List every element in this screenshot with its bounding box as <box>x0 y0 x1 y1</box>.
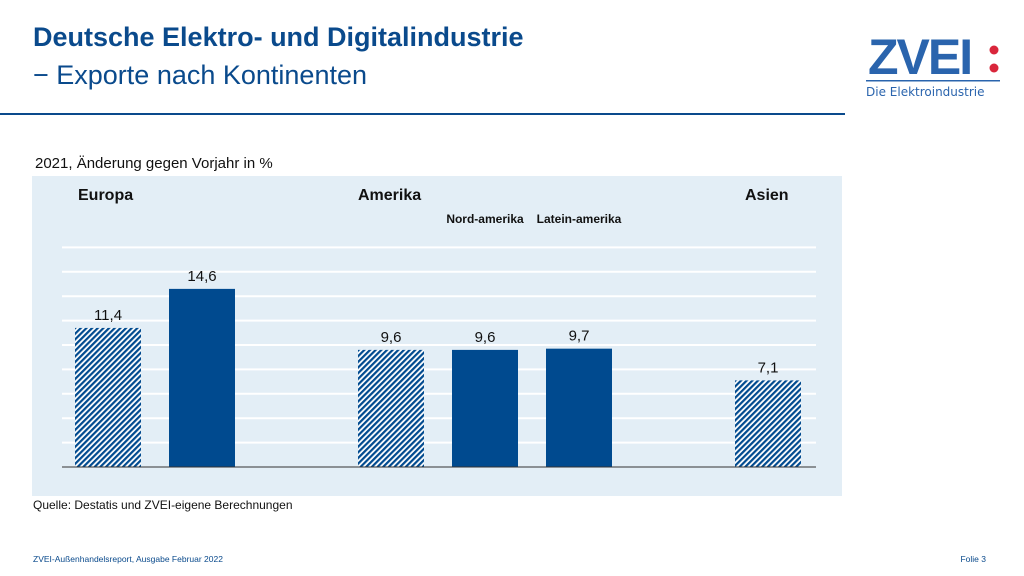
zvei-logo: ZVEI Die Elektroindustrie <box>866 29 1006 105</box>
data-label: 11,4 <box>94 307 122 324</box>
bar-asien <box>735 380 801 467</box>
svg-text:Die Elektroindustrie: Die Elektroindustrie <box>866 85 985 99</box>
plot-background <box>32 176 842 496</box>
category-label: Eurozone <box>175 0 230 3</box>
data-label: 7,1 <box>758 359 779 376</box>
svg-text:ZVEI: ZVEI <box>868 30 971 85</box>
group-label-asien: Asien <box>745 187 789 204</box>
page-title: Deutsche Elektro- und Digitalindustrie <box>33 22 524 52</box>
bar-latein-amerika <box>546 348 612 467</box>
data-label: 9,6 <box>475 329 496 346</box>
data-label: 9,6 <box>381 329 402 346</box>
group-label-europa: Europa <box>78 187 133 204</box>
footer-text: ZVEI-Außenhandelsreport, Ausgabe Februar… <box>33 554 223 564</box>
bar-europa <box>75 327 141 467</box>
slide-number: Folie 3 <box>960 554 986 564</box>
data-label: 9,7 <box>569 328 590 345</box>
bar-amerika <box>358 349 424 467</box>
category-label: Nord-amerika <box>446 212 524 226</box>
group-label-amerika: Amerika <box>358 187 421 204</box>
data-label: 14,6 <box>187 268 216 285</box>
chart-title: 2021, Änderung gegen Vorjahr in % <box>35 155 273 172</box>
category-label: Latein-amerika <box>537 212 622 226</box>
source-note: Quelle: Destatis und ZVEI-eigene Berechn… <box>33 498 293 512</box>
bar-eurozone <box>169 288 235 467</box>
bar-nord-amerika <box>452 349 518 467</box>
header-divider <box>0 113 845 115</box>
page-subtitle: − Exporte nach Kontinenten <box>33 60 367 90</box>
